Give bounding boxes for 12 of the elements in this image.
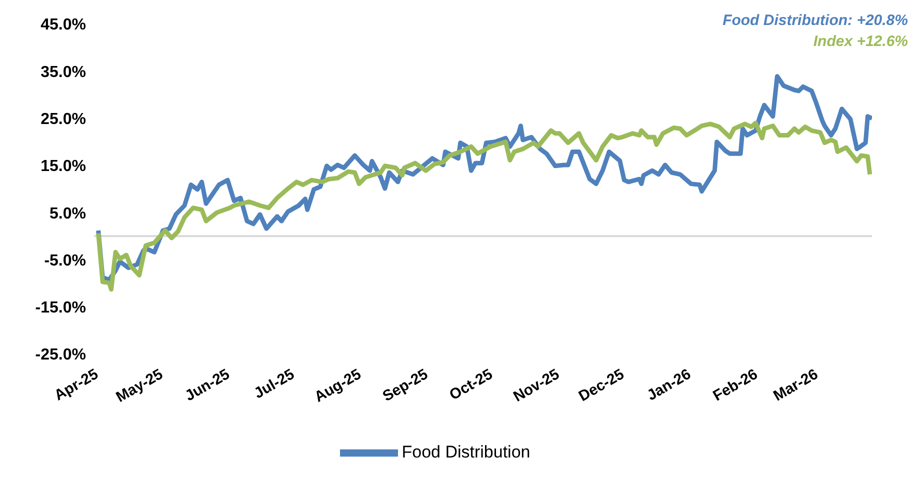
y-tick-label: 25.0%	[40, 110, 86, 128]
y-tick-label: -25.0%	[35, 346, 86, 364]
y-tick-label: 15.0%	[40, 158, 86, 176]
annotation: Food Distribution: +20.8%	[722, 11, 908, 31]
y-tick-label: -15.0%	[35, 300, 86, 317]
y-tick-label: 45.0%	[40, 16, 86, 34]
y-tick-label: 35.0%	[40, 64, 86, 81]
annotation: Index +12.6%	[812, 32, 908, 52]
y-tick-label: -5.0%	[44, 252, 86, 270]
y-tick-label: 5.0%	[50, 205, 86, 222]
legend-label: Food Distribution	[402, 442, 530, 462]
line-series	[96, 120, 872, 292]
